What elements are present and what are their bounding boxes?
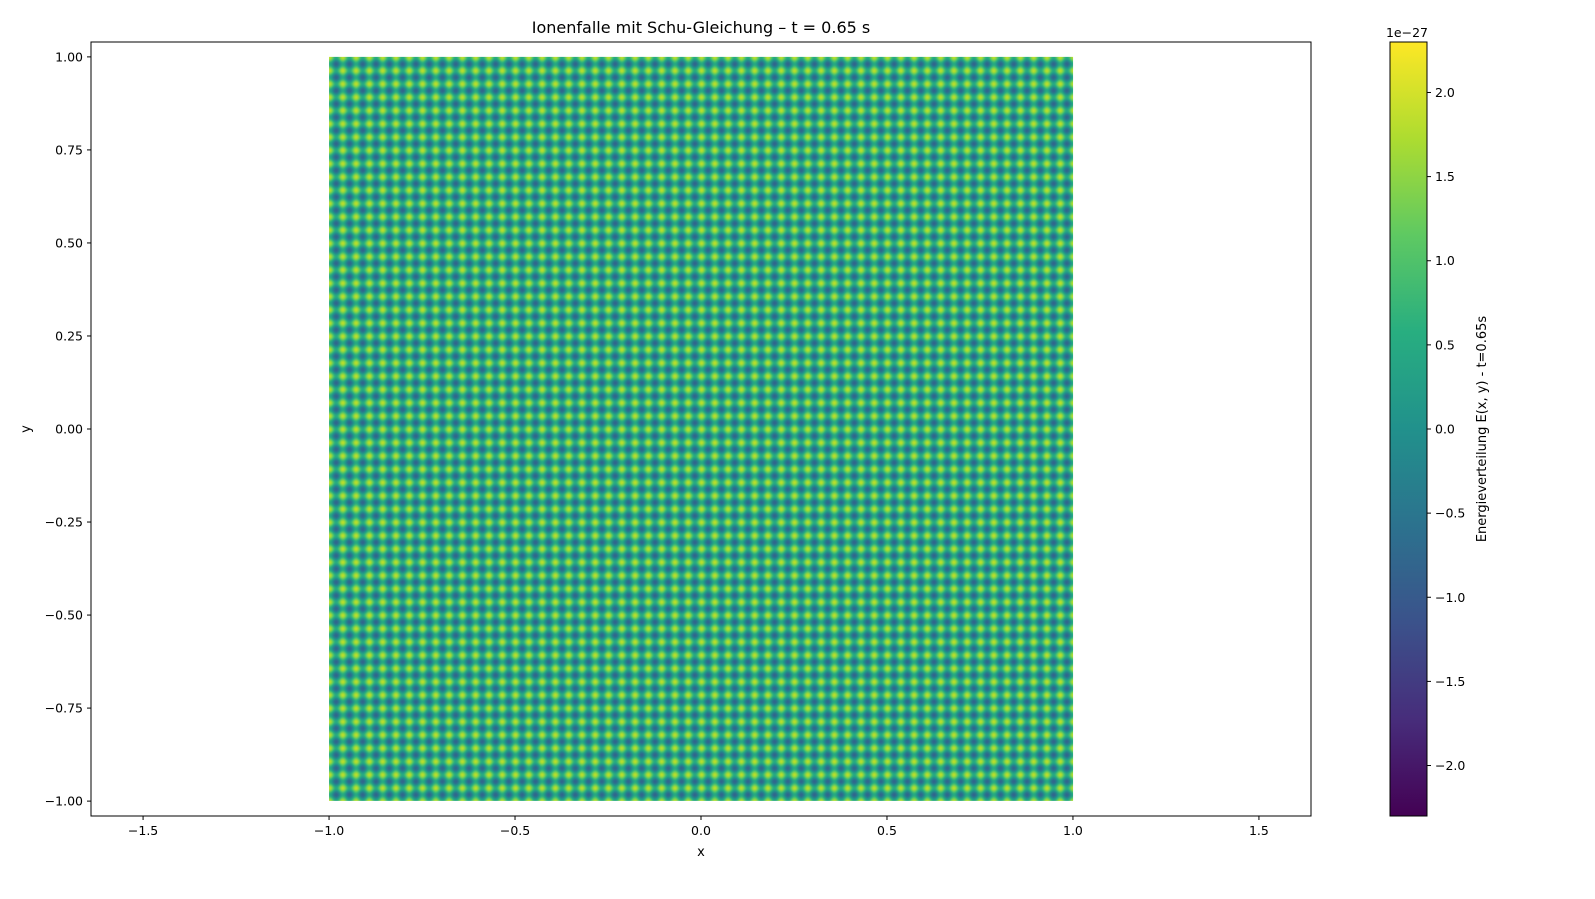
x-tick-label: 0.0 [691,823,711,838]
y-tick-label: −0.50 [45,608,83,623]
chart-title: Ionenfalle mit Schu-Gleichung – t = 0.65… [532,18,870,37]
x-tick-label: −1.0 [314,823,344,838]
y-tick-label: −0.75 [45,701,83,716]
colorbar-tick-label: 2.0 [1435,85,1455,100]
colorbar-tick-label: 0.5 [1435,337,1455,352]
x-axis: −1.5 −1.0 −0.5 0.0 0.5 1.0 1.5 [128,816,1269,838]
colorbar-tick-label: 0.0 [1435,422,1455,437]
colorbar-gradient [1389,41,1428,817]
y-tick-label: 0.25 [55,328,83,343]
y-tick-label: 0.75 [55,142,83,157]
colorbar-tick-label: 1.5 [1435,169,1455,184]
colorbar: 1e−27 Energieverteilung E(x, y) - t=0.65… [1386,25,1490,817]
colorbar-tick-label: −2.0 [1435,758,1465,773]
y-axis-label: y [19,425,34,433]
y-tick-label: −0.25 [45,515,83,530]
colorbar-tick-label: 1.0 [1435,253,1455,268]
x-tick-label: −0.5 [500,823,530,838]
colorbar-tick-label: −1.5 [1435,674,1465,689]
y-axis: 1.00 0.75 0.50 0.25 0.00 −0.25 −0.50 −0.75 −1.00 [45,49,91,809]
heatmap-image [329,56,1074,801]
colorbar-tick-label: −0.5 [1435,506,1465,521]
colorbar-label: Energieverteilung E(x, y) - t=0.65s [1475,316,1490,543]
y-tick-label: 0.50 [55,235,83,250]
x-tick-label: 1.0 [1063,823,1083,838]
x-axis-label: x [697,845,705,860]
plot-area [329,56,1074,801]
colorbar-ticks: 2.0 1.5 1.0 0.5 0.0 −0.5 −1.0 −1.5 −2.0 [1427,85,1465,773]
x-tick-label: −1.5 [128,823,158,838]
x-tick-label: 1.5 [1249,823,1269,838]
y-tick-label: 0.00 [55,422,83,437]
y-tick-label: −1.00 [45,794,83,809]
colorbar-tick-label: −1.0 [1435,590,1465,605]
y-tick-label: 1.00 [55,49,83,64]
colorbar-offset-text: 1e−27 [1386,25,1428,40]
x-tick-label: 0.5 [877,823,897,838]
